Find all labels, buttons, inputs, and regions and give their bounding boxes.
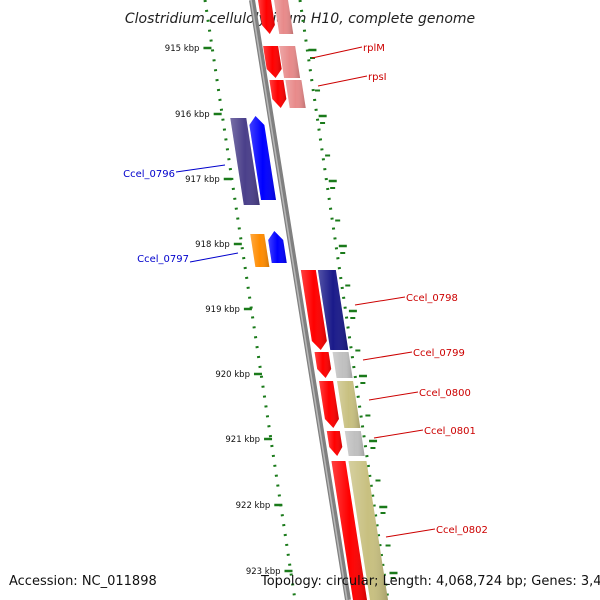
gene-label-Ccel_0796-leader: [175, 164, 226, 173]
gene-label-Ccel_0802: Ccel_0802: [436, 525, 488, 536]
gene-feature-top-pink-shading: [274, 0, 294, 34]
gene-label-Ccel_0799-leader: [362, 351, 413, 361]
gene-label-Ccel_0797: Ccel_0797: [137, 254, 189, 265]
gene-label-rplM: rplM: [363, 43, 385, 54]
gene-feature-Ccel_0802-shading: [331, 461, 367, 600]
gene-label-Ccel_0801: Ccel_0801: [424, 426, 476, 437]
gene-feature-rpsI-shading: [269, 80, 287, 108]
gene-feature-Ccel_0797-shading: [268, 231, 287, 263]
gene-label-rpsI: rpsI: [368, 72, 387, 83]
gene-label-Ccel_0797-leader: [189, 252, 239, 263]
gene-label-rplM-leader: [311, 46, 363, 59]
scale-track-outer: [298, 0, 390, 600]
scale-track-inner: [203, 0, 297, 600]
gene-features: [230, 0, 388, 600]
gene-feature-Ccel_0801-shading: [326, 431, 343, 456]
gene-feature-rplM-shading: [263, 46, 282, 78]
gene-label-Ccel_0796: Ccel_0796: [123, 169, 175, 180]
kbp-label: 916 kbp: [175, 110, 210, 120]
kbp-label: 923 kbp: [246, 567, 281, 577]
map-title: Clostridium cellulolyticum H10, complete…: [125, 11, 475, 27]
gene-label-rpsI-leader: [317, 75, 368, 87]
gene-feature-Ccel_0797-orange-shading: [250, 234, 270, 267]
scale-ticks: 915 kbp 916 kbp 917 kbp 918 kbp 919 kbp 920 k…: [165, 44, 398, 579]
kbp-label: 917 kbp: [185, 175, 220, 185]
gene-feature-Ccel_0799-shading: [314, 352, 332, 378]
kbp-label: 922 kbp: [236, 501, 271, 511]
gene-feature-Ccel_0798-shading: [300, 270, 327, 350]
gene-feature-Ccel_0796-shading: [249, 116, 276, 200]
genome-summary-text: Topology: circular; Length: 4,068,724 bp…: [261, 574, 600, 589]
kbp-label: 918 kbp: [195, 240, 230, 250]
gene-feature-Ccel_0799-gray-shading: [332, 352, 353, 378]
chromosome-backbone: [249, 0, 351, 600]
kbp-label: 919 kbp: [205, 305, 240, 315]
gene-label-Ccel_0798-leader: [354, 296, 406, 306]
gene-callouts: Ccel_0796 Ccel_0797 rplM rpsI Ccel_0798 Ccel_…: [123, 43, 488, 538]
gene-feature-Ccel_0800-shading: [319, 381, 339, 428]
gene-feature-rpsI-pink-shading: [285, 80, 306, 108]
gene-feature-Ccel_0798-navy-shading: [317, 270, 349, 350]
gene-feature-Ccel_0802-khaki-shading: [348, 461, 388, 600]
accession-text: Accession: NC_011898: [9, 574, 157, 589]
gene-label-Ccel_0800-leader: [368, 391, 419, 401]
gene-feature-Ccel_0796-purple-shading: [230, 118, 260, 205]
kbp-label: 920 kbp: [215, 370, 250, 380]
kbp-label: 915 kbp: [165, 44, 200, 54]
gene-label-Ccel_0801-leader: [373, 429, 424, 439]
gene-feature-top-red-shading: [258, 0, 275, 34]
kbp-label: 921 kbp: [225, 435, 260, 445]
chromosome-backbone-highlight: [250, 0, 348, 600]
gene-label-Ccel_0799: Ccel_0799: [413, 348, 465, 359]
gene-label-Ccel_0798: Ccel_0798: [406, 293, 458, 304]
gene-feature-rplM-pink-shading: [279, 46, 301, 78]
gene-feature-Ccel_0801-gray-shading: [344, 431, 365, 456]
gene-label-Ccel_0802-leader: [385, 528, 436, 538]
gene-feature-Ccel_0800-khaki-shading: [337, 381, 361, 428]
gene-label-Ccel_0800: Ccel_0800: [419, 388, 471, 399]
